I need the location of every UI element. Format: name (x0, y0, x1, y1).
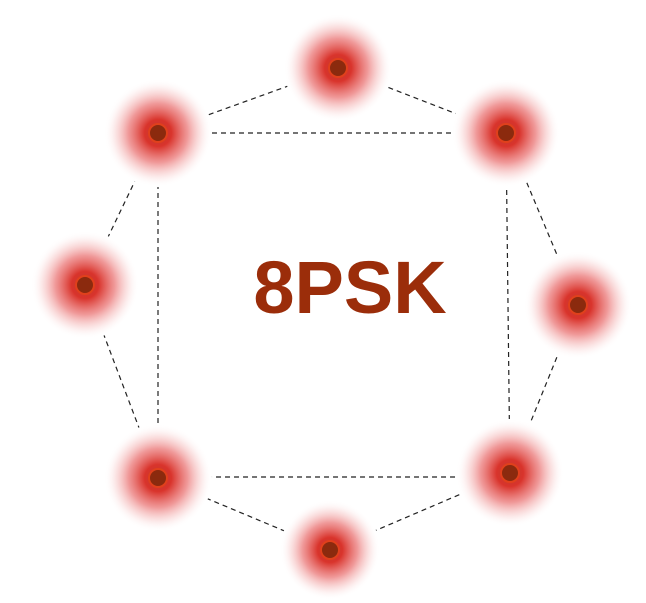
point (104, 79, 212, 187)
constellation-points (31, 14, 632, 600)
point (456, 419, 564, 527)
point (280, 500, 380, 600)
point (452, 79, 560, 187)
point (104, 424, 212, 532)
point (524, 251, 632, 359)
point (284, 14, 392, 122)
diagram-title: 8PSK (253, 246, 446, 329)
point (31, 231, 139, 339)
